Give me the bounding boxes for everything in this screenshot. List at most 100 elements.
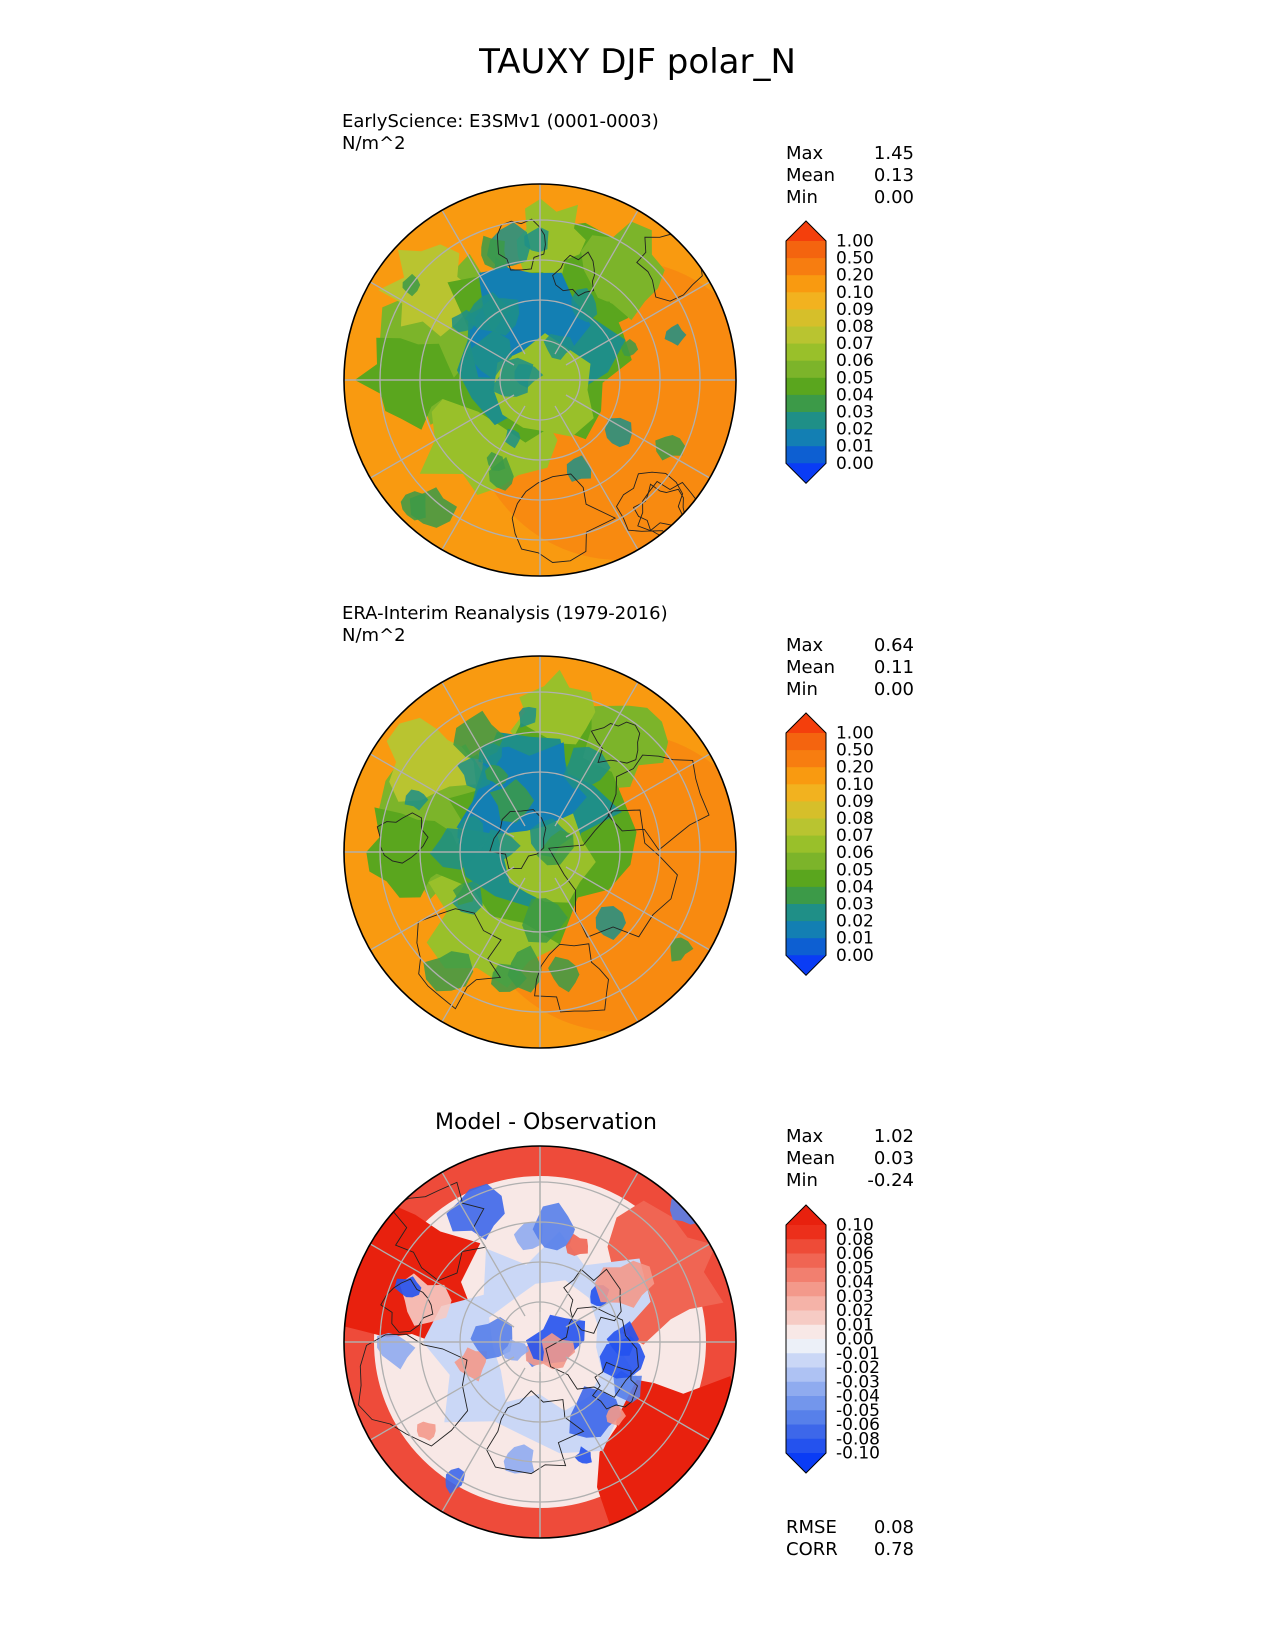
colorbar-tick-label: 0.05 xyxy=(836,368,874,388)
colorbar-extend-min xyxy=(786,1453,826,1473)
colorbar-tick-label: 0.02 xyxy=(836,912,874,932)
colorbar-segment xyxy=(786,903,827,922)
colorbar-tick-label: 0.00 xyxy=(836,946,874,966)
colorbar-segment xyxy=(786,360,827,379)
metric-label: CORR xyxy=(786,1539,838,1560)
colorbar-segment xyxy=(786,1253,826,1269)
colorbar-tick-label: 1.00 xyxy=(836,723,874,743)
colorbar-tick-label: 0.01 xyxy=(836,929,874,949)
stat-label: Min xyxy=(786,679,818,700)
stat-value: 0.64 xyxy=(873,635,914,656)
colorbar-segment xyxy=(786,1267,826,1283)
colorbar-tick-label: 0.20 xyxy=(836,266,874,286)
colorbar-extend-min xyxy=(786,463,827,484)
colorbar-tick-label: 0.07 xyxy=(836,334,874,354)
colorbar-test: 0.00 0.01 0.02 0.03 0.04 0.05 0.06 0.07 0.08 0.09… xyxy=(784,219,894,489)
colorbar-segment xyxy=(786,732,827,751)
stat-value: 1.02 xyxy=(873,1126,914,1147)
colorbar-tick-label: 0.00 xyxy=(836,454,874,474)
colorbar-segment xyxy=(786,1239,826,1254)
colorbar-tick-label: 0.10 xyxy=(836,1216,874,1236)
colorbar-tick-label: 0.08 xyxy=(836,1230,874,1250)
stat-label: Mean xyxy=(786,1148,836,1169)
colorbar-extend-max xyxy=(786,713,827,733)
colorbar-tick-label: -0.02 xyxy=(836,1358,880,1378)
colorbar-segment xyxy=(786,411,827,430)
colorbar-extend-max xyxy=(786,1205,826,1225)
colorbar-tick-label: 0.06 xyxy=(836,843,874,863)
colorbar-tick-label: 0.10 xyxy=(836,775,874,795)
stat-label: Max xyxy=(786,635,824,656)
colorbar-tick-label: -0.06 xyxy=(836,1415,880,1435)
colorbar-tick-label: 0.02 xyxy=(836,420,874,440)
stat-value: 0.03 xyxy=(873,1148,914,1169)
colorbar-segment xyxy=(786,275,827,293)
polar-map-reference xyxy=(340,652,740,1056)
colorbar-segment xyxy=(786,869,827,888)
colorbar-tick-label: 0.05 xyxy=(836,1258,874,1278)
stat-value: 0.00 xyxy=(873,187,914,208)
metric-value: 0.08 xyxy=(873,1517,914,1538)
colorbar-tick-label: 0.03 xyxy=(836,894,874,914)
colorbar-segment xyxy=(786,258,827,276)
stat-value: 0.11 xyxy=(873,657,914,678)
colorbar-tick-label: 1.00 xyxy=(836,231,874,251)
colorbar-segment xyxy=(786,429,827,447)
panel-3-title: Model - Observation xyxy=(435,1110,657,1135)
colorbar-segment xyxy=(786,750,827,768)
colorbar-tick-label: 0.09 xyxy=(836,792,874,812)
polar-map-svg xyxy=(343,183,737,577)
colorbar-segment xyxy=(786,1324,826,1340)
colorbar-segment xyxy=(786,343,827,362)
colorbar-svg: 0.000.010.020.030.040.050.060.070.080.09… xyxy=(785,220,874,485)
colorbar-segment xyxy=(786,1353,826,1368)
panel-1-units: N/m^2 xyxy=(342,133,406,154)
colorbar-tick-label: 0.08 xyxy=(836,317,874,337)
colorbar-difference: -0.10 -0.08 -0.06 -0.05 -0.04 -0.03 -0.02 -0.01… xyxy=(784,1203,894,1479)
stat-label: Max xyxy=(786,143,824,164)
colorbar-segment xyxy=(786,835,827,854)
stat-label: Mean xyxy=(786,165,836,186)
colorbar-tick-label: 0.50 xyxy=(836,249,874,269)
stat-label: Mean xyxy=(786,657,836,678)
colorbar-tick-label: 0.04 xyxy=(836,385,874,405)
colorbar-tick-label: 0.01 xyxy=(836,1315,874,1335)
colorbar-tick-label: 0.06 xyxy=(836,1244,874,1264)
colorbar-segment xyxy=(786,1424,826,1440)
polar-map-test xyxy=(340,180,740,584)
colorbar-segment xyxy=(786,938,827,956)
colorbar-tick-label: -0.08 xyxy=(836,1429,880,1449)
colorbar-segment xyxy=(786,818,827,837)
colorbar-segment xyxy=(786,1225,826,1240)
stat-label: Min xyxy=(786,187,818,208)
colorbar-segment xyxy=(786,801,827,819)
colorbar-tick-label: -0.04 xyxy=(836,1387,880,1407)
colorbar-segment xyxy=(786,377,827,396)
panel-3-stats: Max 1.02 Mean 0.03 Min -0.24 xyxy=(786,1126,914,1192)
colorbar-segment xyxy=(786,886,827,905)
colorbar-segment xyxy=(786,1410,826,1425)
stat-value: -0.24 xyxy=(867,1170,914,1191)
panel-2-units: N/m^2 xyxy=(342,625,406,646)
polar-map-svg xyxy=(343,1145,737,1539)
panel-1-stats: Max 1.45 Mean 0.13 Min 0.00 xyxy=(786,143,914,209)
stat-value: 0.13 xyxy=(873,165,914,186)
polar-map-svg xyxy=(343,655,737,1049)
colorbar-segment xyxy=(786,784,827,802)
colorbar-tick-label: 0.01 xyxy=(836,437,874,457)
colorbar-tick-label: -0.03 xyxy=(836,1372,880,1392)
panel-3-metrics: RMSE 0.08 CORR 0.78 xyxy=(786,1517,914,1561)
colorbar-segment xyxy=(786,1296,826,1311)
colorbar-reference: 0.00 0.01 0.02 0.03 0.04 0.05 0.06 0.07 0.08 0.09… xyxy=(784,711,894,981)
colorbar-segment xyxy=(786,240,827,259)
colorbar-segment xyxy=(786,1339,826,1354)
colorbar-segment xyxy=(786,292,827,310)
stat-value: 1.45 xyxy=(873,143,914,164)
colorbar-tick-label: 0.50 xyxy=(836,741,874,761)
colorbar-tick-label: 0.09 xyxy=(836,300,874,320)
panel-1-title: EarlyScience: E3SMv1 (0001-0003) xyxy=(342,111,659,132)
figure-title: TAUXY DJF polar_N xyxy=(479,42,796,82)
colorbar-tick-label: 0.03 xyxy=(836,402,874,422)
colorbar-segment xyxy=(786,446,827,464)
colorbar-tick-label: 0.20 xyxy=(836,758,874,778)
